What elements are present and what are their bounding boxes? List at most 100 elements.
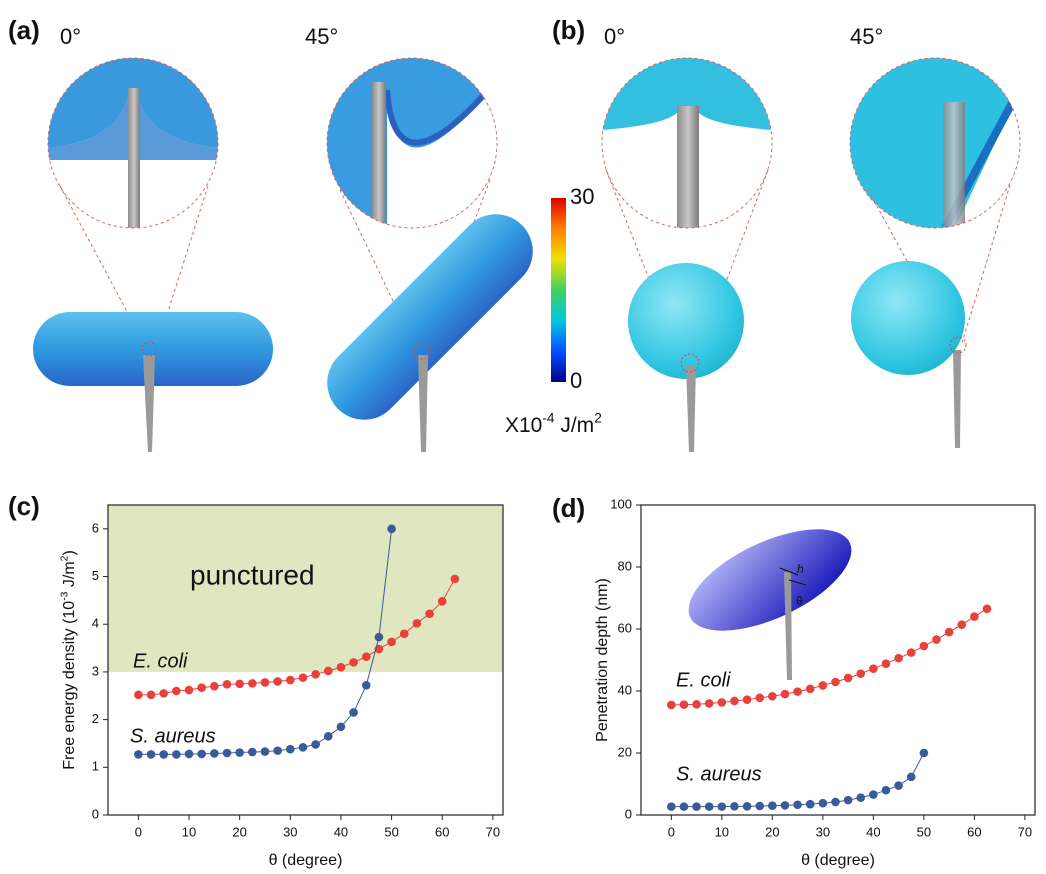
data-point [413, 619, 422, 628]
panel-label: (d) [552, 493, 585, 523]
y-axis-label-part: -3 [59, 591, 70, 600]
data-point [223, 749, 232, 758]
colorbar-tick-label: 0 [570, 368, 582, 393]
panel-a: (a) 0° 45° [8, 15, 548, 452]
inset-label: h [797, 562, 804, 576]
data-point [819, 681, 828, 690]
data-point [907, 648, 916, 657]
data-point [932, 635, 941, 644]
data-point [945, 628, 954, 637]
data-point [134, 691, 143, 700]
data-point [680, 700, 689, 709]
view-label: 45° [850, 24, 883, 49]
series-label: S. aureus [130, 725, 216, 747]
data-point [185, 686, 194, 695]
y-tick-label: 1 [92, 759, 99, 774]
data-point [869, 664, 878, 673]
inset-cell [674, 508, 866, 651]
x-tick-label: 30 [816, 824, 830, 839]
data-point [882, 786, 891, 795]
data-point [755, 802, 764, 811]
x-tick-label: 60 [435, 824, 449, 839]
data-point [273, 746, 282, 755]
needle [953, 350, 961, 448]
data-point [311, 740, 320, 749]
data-point [349, 708, 358, 717]
data-point [680, 802, 689, 811]
data-point [831, 798, 840, 807]
data-point [147, 691, 156, 700]
data-point [781, 801, 790, 810]
x-tick-label: 20 [232, 824, 246, 839]
data-point [667, 802, 676, 811]
data-point [718, 698, 727, 707]
data-point [970, 612, 979, 621]
data-point [793, 800, 802, 809]
data-point [451, 575, 460, 584]
data-point [299, 743, 308, 752]
data-point [894, 781, 903, 790]
figure: (a) 0° 45° 030X10-4 J/m2 (b) 0° 45° [0, 0, 1046, 874]
data-point [235, 748, 244, 757]
zoom-view [48, 58, 218, 228]
panel-label: (b) [552, 15, 585, 45]
data-point [134, 750, 143, 759]
data-point [286, 745, 295, 754]
data-point [920, 749, 929, 758]
data-point [692, 802, 701, 811]
data-point [159, 689, 168, 698]
data-point [337, 722, 346, 731]
data-point [957, 620, 966, 629]
data-point [210, 749, 219, 758]
data-point [210, 682, 219, 691]
cell [312, 199, 548, 435]
y-tick-label: 20 [618, 744, 632, 759]
data-point [755, 694, 764, 703]
data-point [730, 697, 739, 706]
data-point [311, 670, 320, 679]
data-point [907, 773, 916, 782]
data-point [705, 699, 714, 708]
y-tick-label: 2 [92, 711, 99, 726]
data-point [197, 750, 206, 759]
x-tick-label: 40 [866, 824, 880, 839]
colorbar-tick-label: 30 [570, 184, 594, 209]
needle [143, 355, 155, 452]
data-point [793, 687, 802, 696]
data-point [362, 681, 371, 690]
data-point [248, 679, 257, 688]
data-point [768, 692, 777, 701]
data-point [667, 701, 676, 710]
colorbar-unit-part: 2 [594, 410, 602, 425]
data-point [387, 525, 396, 534]
data-point [692, 700, 701, 709]
data-point [718, 802, 727, 811]
x-tick-label: 60 [967, 824, 981, 839]
data-point [894, 654, 903, 663]
panel-label: (c) [8, 491, 40, 521]
needle [418, 355, 428, 452]
data-point [425, 609, 434, 618]
data-point [856, 669, 865, 678]
data-point [743, 802, 752, 811]
charts: punctured(c)0123456010203040506070θ (deg… [8, 491, 1035, 869]
data-point [286, 676, 295, 685]
data-point [299, 673, 308, 682]
data-point [324, 732, 333, 741]
zoom-view [327, 58, 497, 228]
x-tick-label: 10 [182, 824, 196, 839]
inset-label: θ [796, 594, 803, 608]
view-label: 0° [60, 24, 81, 49]
needle [686, 365, 696, 452]
data-point [920, 642, 929, 651]
colorbar-unit-part: X10 [505, 414, 542, 437]
view-label: 0° [604, 24, 625, 49]
x-tick-label: 40 [334, 824, 348, 839]
zoom-view [850, 58, 1020, 228]
data-point [806, 800, 815, 809]
y-tick-label: 6 [92, 520, 99, 535]
data-point [831, 678, 840, 687]
data-point [362, 652, 371, 661]
data-point [844, 796, 853, 805]
x-tick-label: 50 [917, 824, 931, 839]
